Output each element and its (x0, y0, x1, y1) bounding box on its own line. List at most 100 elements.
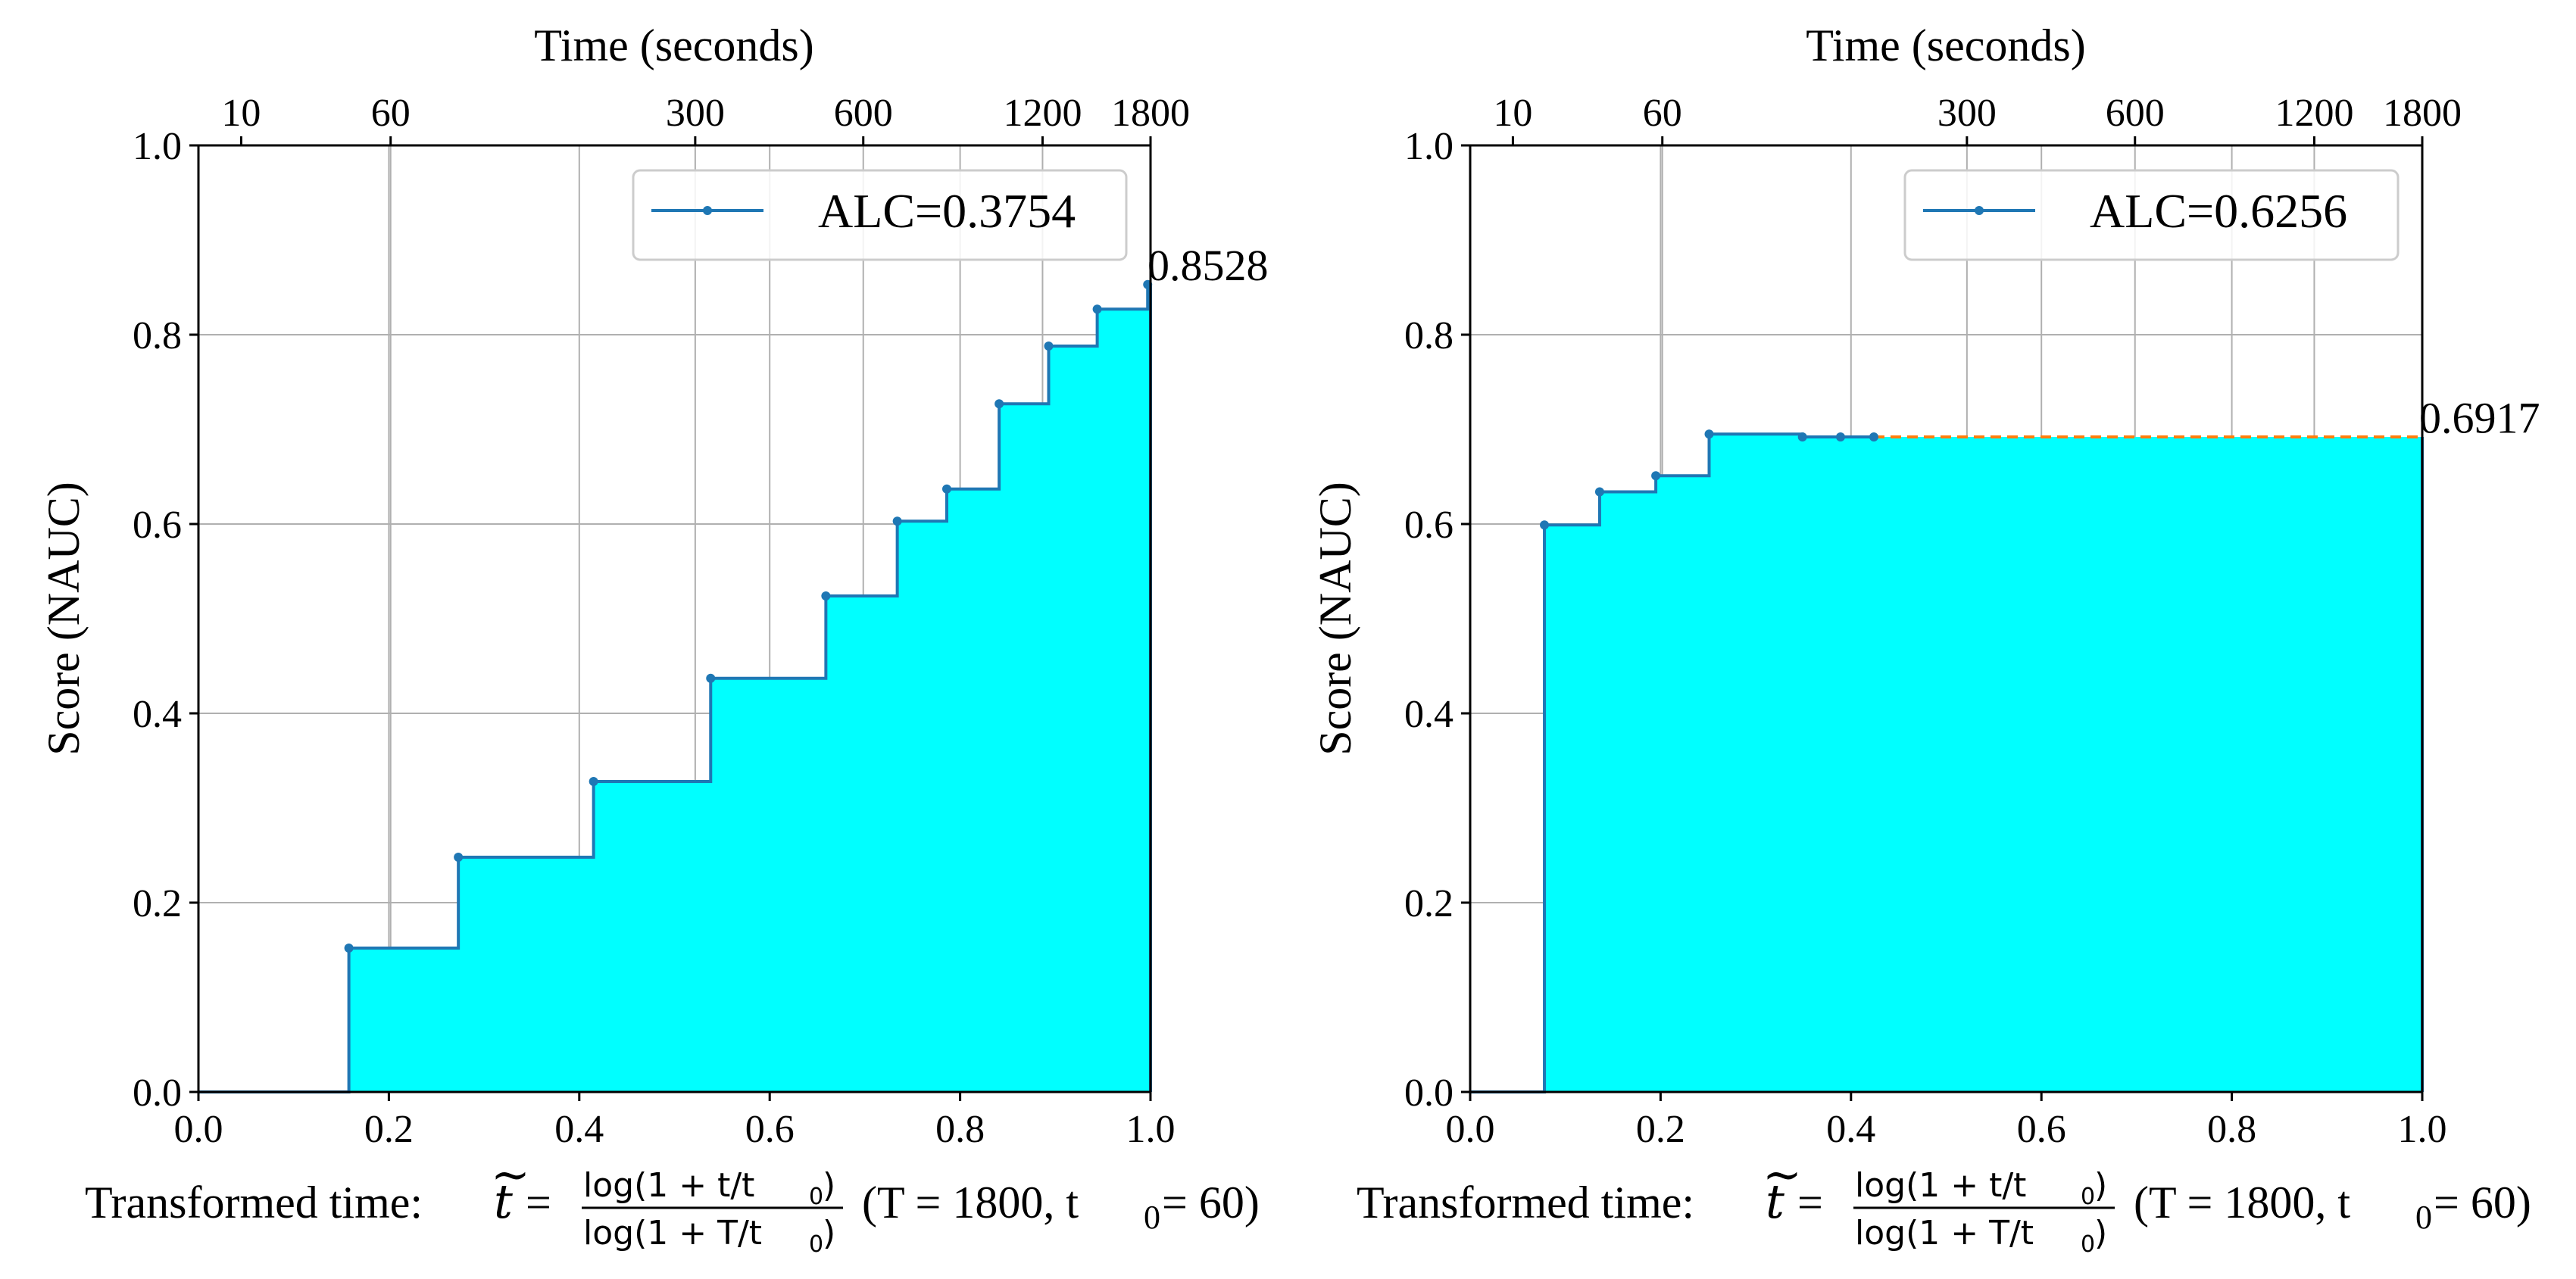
right-x-tick-label: 0.4 (1826, 1108, 1875, 1151)
formula-num-sub: 0 (2081, 1184, 2095, 1210)
right-panel: 0.0 0.2 0.4 0.6 0.8 1.0 0.0 0.2 0.4 0.6 0.8 1.0 10… (1310, 20, 2540, 1151)
right-markers (1540, 429, 1878, 530)
formula-tilde: ~ (1763, 1146, 1802, 1202)
right-legend-label: ALC=0.6256 (2090, 184, 2347, 238)
right-x-tick-label: 0.2 (1636, 1108, 1685, 1151)
right-ylabel: Score (NAUC) (1310, 482, 1360, 756)
right-x-tick-label: 0.0 (1446, 1108, 1495, 1151)
right-y-tick-label: 0.0 (1404, 1072, 1453, 1115)
left-area (198, 284, 1151, 1092)
formula-tilde: ~ (491, 1146, 530, 1202)
formula-num-close: ) (823, 1166, 835, 1205)
formula-numerator: log(1 + t/t (583, 1166, 754, 1205)
left-top-tick-label: 300 (666, 92, 725, 135)
right-data-point (1651, 471, 1661, 481)
left-legend-label: ALC=0.3754 (818, 184, 1076, 238)
left-data-point (706, 673, 716, 683)
left-data-point (1092, 304, 1102, 314)
right-x-tick-label: 0.6 (2017, 1108, 2066, 1151)
left-top-tick-label: 600 (834, 92, 893, 135)
right-data-point (1704, 429, 1714, 439)
right-y-tick-label: 0.8 (1404, 314, 1453, 357)
left-formula: Transformed time: t ~ = log(1 + t/t 0 ) … (85, 1146, 1260, 1258)
formula-den-close: ) (823, 1214, 835, 1252)
right-top-tick-label: 60 (1643, 92, 1682, 135)
right-legend-marker (1975, 206, 1984, 215)
right-final-score-label: 0.6917 (2419, 393, 2540, 442)
left-data-point (344, 944, 354, 953)
right-y-tick-label: 0.6 (1404, 504, 1453, 547)
right-y-ticks: 0.0 0.2 0.4 0.6 0.8 1.0 (1404, 125, 1470, 1115)
formula-num-sub: 0 (809, 1184, 823, 1210)
left-data-point (821, 591, 831, 601)
left-x-tick-label: 0.4 (554, 1108, 604, 1151)
formula-params-close: = 60) (2434, 1178, 2531, 1228)
left-data-point (589, 777, 598, 786)
left-x-tick-label: 0.0 (174, 1108, 223, 1151)
right-top-tick-label: 300 (1937, 92, 1997, 135)
right-x-ticks: 0.0 0.2 0.4 0.6 0.8 1.0 (1446, 1092, 2447, 1151)
left-data-point (942, 484, 952, 494)
left-markers (344, 279, 1153, 953)
left-y-tick-label: 1.0 (133, 125, 182, 168)
right-data-point (1594, 487, 1604, 497)
left-top-xlabel: Time (seconds) (534, 20, 813, 70)
left-y-tick-label: 0.4 (133, 693, 182, 736)
left-data-point (994, 399, 1004, 409)
left-data-point (1044, 342, 1054, 351)
left-step-line (198, 282, 1151, 1093)
right-x-tick-label: 0.8 (2207, 1108, 2256, 1151)
formula-params-close: = 60) (1162, 1178, 1260, 1228)
right-top-xlabel: Time (seconds) (1806, 20, 2085, 70)
formula-denominator: log(1 + T/t (583, 1214, 762, 1252)
left-x-tick-label: 0.2 (364, 1108, 414, 1151)
left-y-tick-label: 0.6 (133, 504, 182, 547)
right-legend: ALC=0.6256 (1903, 169, 2400, 261)
formula-num-close: ) (2094, 1166, 2107, 1205)
formula-params-sub: 0 (2415, 1199, 2432, 1236)
right-x-tick-label: 1.0 (2398, 1108, 2447, 1151)
left-y-tick-label: 0.2 (133, 882, 182, 925)
right-y-tick-label: 0.4 (1404, 693, 1453, 736)
formula-params: (T = 1800, t (2134, 1178, 2350, 1228)
left-y-tick-label: 0.8 (133, 314, 182, 357)
formula-denominator: log(1 + T/t (1855, 1214, 2034, 1252)
right-y-tick-label: 1.0 (1404, 125, 1453, 168)
right-area (1470, 434, 2422, 1092)
formula-t: t (494, 1174, 513, 1229)
right-top-tick-label: 1800 (2383, 92, 2462, 135)
formula-prefix: Transformed time: (1357, 1178, 1694, 1228)
left-panel: 0.0 0.2 0.4 0.6 0.8 1.0 0.0 0.2 0.4 0.6 0.8 1.0 10… (39, 20, 1269, 1151)
right-data-point (1797, 432, 1807, 441)
left-data-point (454, 853, 464, 862)
left-legend: ALC=0.3754 (632, 169, 1128, 261)
right-formula: Transformed time: t ~ = log(1 + t/t 0 ) … (1357, 1146, 2531, 1258)
right-top-ticks: 10 60 300 600 1200 1800 (1493, 92, 2462, 145)
right-top-tick-label: 10 (1493, 92, 1532, 135)
left-plot-frame (197, 144, 1152, 1093)
left-top-tick-label: 60 (371, 92, 411, 135)
left-top-ticks: 10 60 300 600 1200 1800 (221, 92, 1190, 145)
left-y-tick-label: 0.0 (133, 1072, 182, 1115)
right-top-tick-label: 1200 (2275, 92, 2353, 135)
formula-t: t (1766, 1174, 1784, 1229)
formula-den-close: ) (2094, 1214, 2107, 1252)
formula-den-sub: 0 (809, 1231, 823, 1258)
left-x-tick-label: 0.6 (745, 1108, 795, 1151)
left-data-point (892, 516, 902, 526)
left-ylabel: Score (NAUC) (39, 482, 89, 756)
left-top-tick-label: 1200 (1003, 92, 1082, 135)
left-final-score-label: 0.8528 (1147, 241, 1269, 290)
left-x-ticks: 0.0 0.2 0.4 0.6 0.8 1.0 (174, 1092, 1176, 1151)
formula-equals: = (526, 1178, 551, 1228)
formula-prefix: Transformed time: (85, 1178, 423, 1228)
formula-numerator: log(1 + t/t (1855, 1166, 2026, 1205)
right-area-fill (1470, 434, 2422, 1092)
right-data-point (1835, 432, 1845, 441)
left-x-tick-label: 0.8 (935, 1108, 985, 1151)
left-top-tick-label: 1800 (1111, 92, 1190, 135)
right-data-point (1869, 432, 1878, 441)
right-top-tick-label: 600 (2106, 92, 2165, 135)
left-legend-box (632, 169, 1128, 261)
